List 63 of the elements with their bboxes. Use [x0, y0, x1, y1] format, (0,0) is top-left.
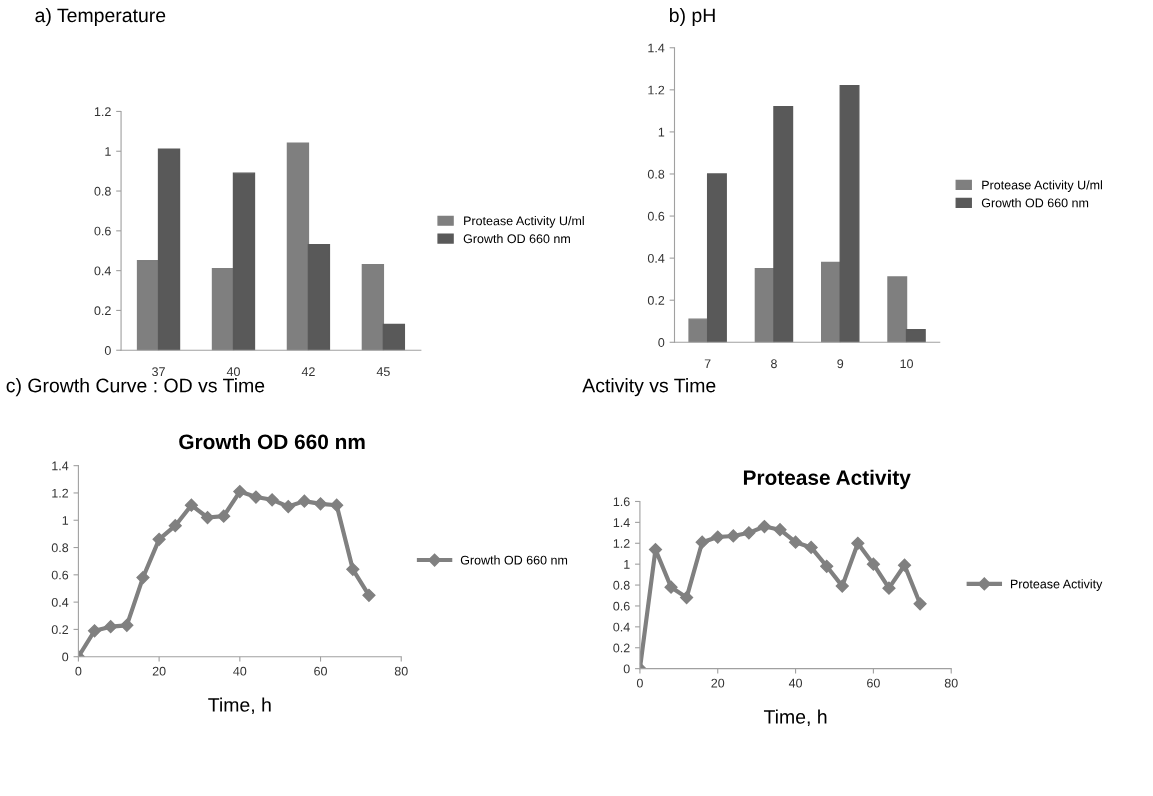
y-tick-label: 0.4: [51, 597, 69, 607]
chart-subtitle: Growth OD 660 nm: [179, 433, 365, 450]
y-tick-label: 0.2: [647, 296, 665, 305]
x-tick-label: 60: [867, 678, 880, 688]
y-tick-label: 0.8: [51, 543, 69, 553]
y-tick-label: 0.4: [647, 253, 665, 263]
y-tick-label: 1.2: [648, 85, 665, 95]
y-tick-label: 0.6: [94, 226, 111, 236]
x-tick-label: 45: [376, 367, 390, 377]
x-tick-label: 80: [394, 666, 408, 676]
y-tick-label: 1.2: [94, 107, 111, 116]
y-tick-label: 0: [104, 346, 111, 355]
y-tick-label: 1: [62, 516, 69, 525]
y-tick-label: 1: [658, 127, 665, 137]
x-tick-label: 37: [152, 367, 165, 377]
y-tick-label: 0.2: [613, 643, 630, 653]
x-tick-label: 7: [704, 359, 711, 369]
y-tick-label: 1.4: [52, 461, 69, 471]
x-tick-label: 80: [944, 678, 958, 688]
x-tick-label: 40: [233, 666, 247, 676]
legend-label: Growth OD 660 nm: [463, 233, 570, 244]
y-tick-label: 1: [624, 560, 630, 569]
x-tick-label: 42: [301, 367, 315, 376]
x-axis-title: Time, h: [763, 709, 827, 727]
legend-label: Protease Activity: [1010, 579, 1103, 591]
x-tick-label: 20: [152, 666, 166, 676]
x-tick-label: 20: [711, 678, 725, 688]
y-tick-label: 0.8: [647, 169, 665, 179]
chart-subtitle: Protease Activity: [743, 469, 911, 490]
x-tick-label: 10: [900, 359, 914, 369]
y-tick-label: 1.2: [52, 488, 69, 498]
chart-title: a) Temperature: [35, 7, 166, 27]
y-tick-label: 0.2: [51, 625, 69, 635]
x-tick-label: 0: [636, 678, 643, 688]
x-tick-label: 8: [771, 359, 777, 369]
y-tick-label: 1: [105, 147, 111, 156]
y-tick-label: 0: [62, 652, 69, 662]
chart-title: b) pH: [669, 7, 715, 27]
x-axis-title: Time, h: [208, 697, 271, 715]
y-tick-label: 0.2: [94, 306, 111, 316]
x-tick-label: 60: [314, 666, 327, 676]
y-tick-label: 0.4: [94, 266, 111, 276]
legend-label: Growth OD 660 nm: [460, 555, 568, 565]
y-tick-label: 1.4: [648, 43, 665, 53]
chart-title: c) Growth Curve : OD vs Time: [6, 378, 265, 397]
legend-label: Protease Activity U/ml: [982, 180, 1102, 192]
chart-title: Activity vs Time: [582, 378, 716, 397]
legend-label: Growth OD 660 nm: [981, 198, 1089, 208]
x-tick-label: 40: [788, 678, 803, 688]
x-tick-label: 0: [75, 666, 82, 676]
y-tick-label: 0.6: [613, 601, 630, 611]
y-tick-label: 0.8: [94, 186, 111, 196]
y-tick-label: 1.2: [613, 539, 630, 548]
y-tick-label: 0.4: [613, 622, 630, 632]
y-tick-label: 0.6: [647, 211, 665, 221]
y-tick-label: 1.6: [613, 497, 630, 507]
y-tick-label: 0.6: [51, 570, 69, 580]
x-tick-label: 9: [837, 359, 844, 369]
y-tick-label: 0.8: [613, 580, 630, 590]
y-tick-label: 1.4: [613, 518, 630, 527]
y-tick-label: 0: [658, 338, 665, 347]
legend-label: Protease Activity U/ml: [464, 216, 584, 228]
x-tick-label: 40: [226, 367, 240, 377]
